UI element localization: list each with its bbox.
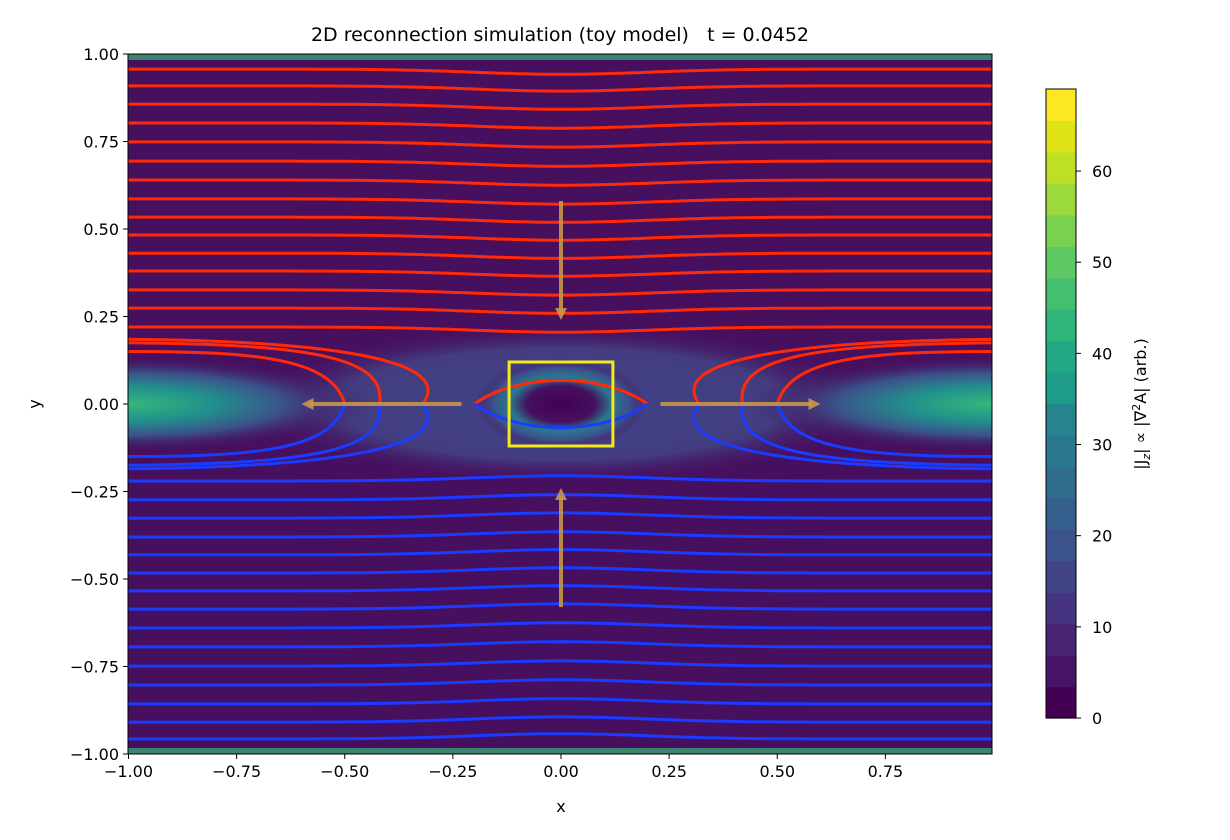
- x-tick-label: −1.00: [104, 762, 153, 781]
- colorbar-label-sup: 2: [1130, 404, 1143, 411]
- heatmap-bottom-edge: [128, 748, 992, 754]
- heatmap-edge-left: [128, 356, 368, 452]
- x-tick-label: −0.25: [428, 762, 477, 781]
- heatmap-edge-right: [752, 356, 992, 452]
- colorbar-tick-label: 50: [1092, 253, 1112, 272]
- field-line-upper: [128, 121, 992, 130]
- colorbar-band: [1046, 120, 1076, 153]
- colorbar-band: [1046, 214, 1076, 247]
- colorbar-tick-label: 60: [1092, 162, 1112, 181]
- y-tick-label: −0.50: [70, 570, 119, 589]
- y-tick-label: 0.25: [83, 308, 119, 327]
- colorbar-band: [1046, 592, 1076, 625]
- colorbar-band: [1046, 466, 1076, 499]
- field-line-upper: [128, 159, 992, 168]
- x-tick-label: 0.75: [868, 762, 904, 781]
- separatrix-lower: [128, 403, 347, 458]
- colorbar-band: [1046, 434, 1076, 467]
- heatmap-top-edge: [128, 54, 992, 60]
- colorbar-label-part: A| (arb.): [1131, 338, 1150, 404]
- colorbar-band: [1046, 89, 1076, 122]
- field-line-upper: [128, 84, 992, 93]
- colorbar-band: [1046, 529, 1076, 562]
- y-tick-label: −0.75: [70, 658, 119, 677]
- separatrix-upper: [128, 341, 382, 405]
- separatrix-lower: [473, 402, 649, 430]
- separatrix-upper: [128, 350, 347, 405]
- colorbar-band: [1046, 246, 1076, 279]
- separatrix-lower: [740, 403, 992, 467]
- colorbar-label: |Jz| ∝ |∇2A| (arb.): [1130, 338, 1153, 470]
- outflow-arrow-head: [808, 398, 821, 410]
- plot-area: [128, 54, 992, 754]
- field-line-lower: [128, 678, 992, 687]
- field-line-lower: [128, 474, 992, 483]
- colorbar-tick-label: 10: [1092, 618, 1112, 637]
- separatrix-lower: [128, 403, 430, 471]
- y-tick-label: 0.50: [83, 220, 119, 239]
- colorbar-band: [1046, 623, 1076, 656]
- colorbar-label-part: | ∝ |∇: [1131, 410, 1150, 453]
- x-tick-label: 0.50: [759, 762, 795, 781]
- field-line-upper: [128, 67, 992, 76]
- field-line-lower: [128, 640, 992, 649]
- field-line-lower: [128, 621, 992, 630]
- heatmap-center: [476, 359, 646, 449]
- separatrix-lower: [692, 403, 992, 471]
- x-tick-label: 0.25: [651, 762, 687, 781]
- colorbar-tick-label: 40: [1092, 344, 1112, 363]
- colorbar-band: [1046, 183, 1076, 216]
- colorbar-band: [1046, 372, 1076, 405]
- colorbar-band: [1046, 340, 1076, 373]
- field-line-lower: [128, 715, 992, 724]
- field-line-lower: [128, 697, 992, 706]
- chart-title: 2D reconnection simulation (toy model) t…: [311, 24, 809, 46]
- x-axis-label: x: [556, 797, 565, 816]
- colorbar-band: [1046, 686, 1076, 719]
- x-tick-label: 0.00: [543, 762, 579, 781]
- field-line-lower: [128, 732, 992, 741]
- outflow-arrow-head: [301, 398, 314, 410]
- colorbar-tick-label: 0: [1092, 709, 1102, 728]
- colorbar-tick-label: 30: [1092, 436, 1112, 455]
- field-line-upper: [128, 325, 992, 334]
- inflow-arrow-head: [555, 308, 567, 320]
- separatrix-upper: [473, 378, 649, 406]
- colorbar-label-part: |J: [1131, 460, 1150, 470]
- colorbar-frame: [1045, 88, 1077, 719]
- field-line-upper: [128, 178, 992, 187]
- colorbar-band: [1046, 277, 1076, 310]
- y-axis-label: y: [25, 399, 44, 408]
- separatrix-upper: [775, 350, 992, 405]
- inflow-arrow-head: [555, 488, 567, 500]
- y-tick-label: 0.75: [83, 133, 119, 152]
- field-line-lower: [128, 659, 992, 668]
- colorbar-band: [1046, 560, 1076, 593]
- diffusion-region-box: [507, 360, 615, 448]
- colorbar-band: [1046, 403, 1076, 436]
- separatrix-upper: [692, 337, 992, 405]
- field-line-upper: [128, 140, 992, 149]
- separatrix-upper: [740, 341, 992, 405]
- colorbar-band: [1046, 497, 1076, 530]
- colorbar-band: [1046, 655, 1076, 688]
- x-tick-label: −0.75: [212, 762, 261, 781]
- colorbar-band: [1046, 151, 1076, 184]
- separatrix-upper: [128, 337, 430, 405]
- y-tick-label: 0.00: [83, 395, 119, 414]
- colorbar-label-sub: z: [1140, 454, 1153, 461]
- y-tick-label: −0.25: [70, 483, 119, 502]
- colorbar-band: [1046, 309, 1076, 342]
- colorbar-tick-label: 20: [1092, 527, 1112, 546]
- x-tick-label: −0.50: [320, 762, 369, 781]
- separatrix-lower: [775, 403, 992, 458]
- field-line-upper: [128, 102, 992, 111]
- y-tick-label: −1.00: [70, 745, 119, 764]
- y-tick-label: 1.00: [83, 45, 119, 64]
- separatrix-lower: [128, 403, 382, 467]
